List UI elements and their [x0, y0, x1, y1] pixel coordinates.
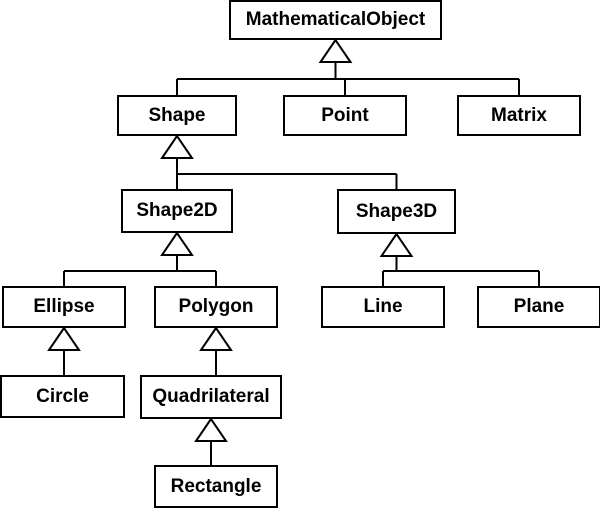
node-shape: Shape	[117, 95, 237, 136]
inheritance-arrow-mathematical-object	[318, 38, 353, 63]
node-quadrilateral: Quadrilateral	[140, 375, 282, 419]
inheritance-arrow-ellipse	[47, 326, 81, 351]
node-mathematical-object: MathematicalObject	[229, 0, 442, 40]
node-rectangle: Rectangle	[154, 465, 278, 508]
inheritance-arrow-shape3d	[379, 232, 414, 257]
node-shape3d: Shape3D	[337, 189, 456, 234]
node-point: Point	[283, 95, 407, 136]
node-matrix: Matrix	[457, 95, 581, 136]
inheritance-arrow-polygon	[199, 326, 233, 351]
node-circle: Circle	[0, 375, 125, 418]
inheritance-arrow-shape	[160, 134, 194, 159]
node-shape2d: Shape2D	[121, 189, 233, 233]
inheritance-arrow-shape2d	[160, 231, 194, 256]
node-polygon: Polygon	[154, 286, 278, 328]
node-plane: Plane	[477, 286, 600, 328]
inheritance-arrow-quadrilateral	[194, 417, 228, 442]
node-line: Line	[321, 286, 445, 328]
node-ellipse: Ellipse	[2, 286, 126, 328]
